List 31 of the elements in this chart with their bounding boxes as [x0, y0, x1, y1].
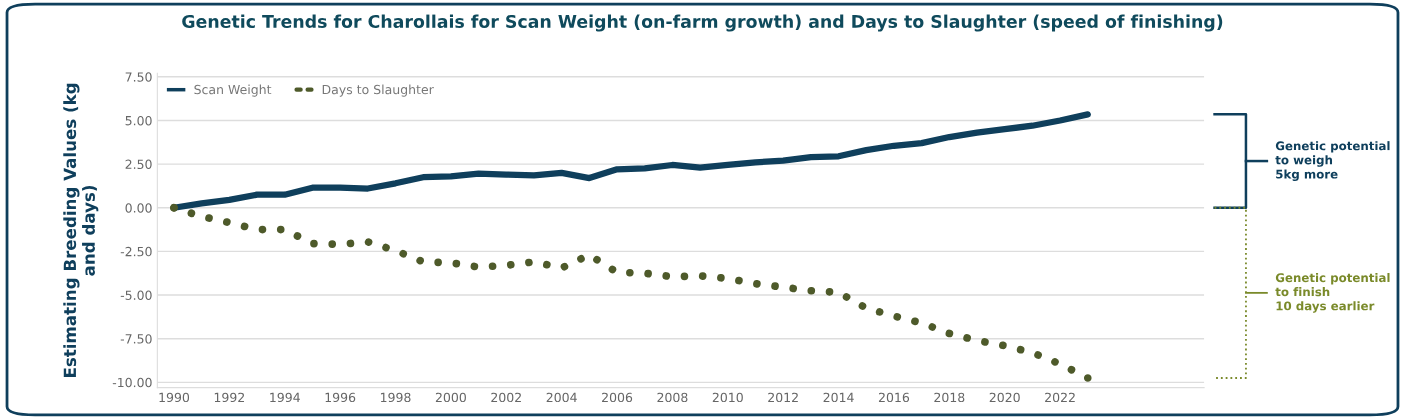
x-tick-label: 1992 — [214, 392, 245, 403]
chart-title: Genetic Trends for Charollais for Scan Weight (on-farm growth) and Days to Slaughter (speed of finishing) — [182, 14, 1223, 32]
x-tick-label: 1990 — [159, 392, 190, 403]
x-tick-label: 2008 — [657, 392, 688, 403]
x-tick-label: 2014 — [823, 392, 854, 403]
legend-label: Days to Slaughter — [322, 84, 434, 97]
x-tick-label: 1996 — [325, 392, 356, 403]
x-tick-label: 2012 — [768, 392, 798, 403]
y-tick-label: 0.00 — [125, 203, 152, 213]
x-tick-label: 2010 — [712, 392, 743, 403]
y-axis-title: Estimating Breeding Values (kg and days) — [63, 83, 99, 377]
y-tick-label: 7.50 — [125, 72, 152, 82]
legend-label: Scan Weight — [194, 84, 272, 97]
y-tick-label: -5.00 — [120, 290, 152, 300]
x-tick-label: 2006 — [602, 392, 633, 403]
x-tick-label: 2016 — [878, 392, 910, 403]
x-tick-label: 1998 — [380, 392, 411, 403]
y-tick-label: -10.00 — [112, 377, 152, 388]
x-tick-label: 2018 — [934, 392, 965, 403]
x-tick-label: 2022 — [1045, 392, 1075, 403]
y-tick-label: 5.00 — [125, 115, 152, 126]
x-tick-label: 2004 — [546, 392, 577, 403]
y-tick-label: -7.50 — [120, 334, 152, 344]
x-tick-label: 2002 — [491, 392, 521, 403]
y-tick-label: 2.50 — [125, 159, 152, 170]
text: Genetic potential to finish 10 days earlier — [1275, 272, 1390, 313]
x-tick-label: 1994 — [270, 392, 300, 403]
y-tick-label: -2.50 — [120, 246, 152, 257]
text: Genetic potential to weigh 5kg more — [1275, 141, 1390, 181]
x-tick-label: 2020 — [989, 392, 1020, 403]
x-tick-label: 2000 — [435, 392, 466, 403]
